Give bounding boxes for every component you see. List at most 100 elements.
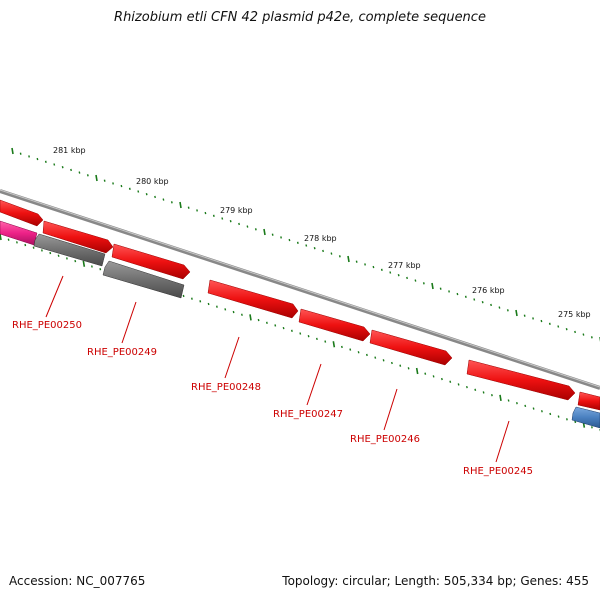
minor-tick — [574, 330, 576, 334]
minor-tick — [112, 182, 114, 185]
kbp-label: 281 kbp — [53, 146, 86, 155]
minor-tick — [322, 249, 324, 253]
minor-tick — [365, 353, 368, 357]
minor-tick — [465, 385, 468, 389]
minor-tick — [28, 155, 30, 158]
minor-tick — [397, 274, 400, 277]
minor-tick — [374, 356, 377, 359]
gene-arrow-rhe-pe00245[interactable] — [466, 359, 576, 401]
minor-tick — [7, 238, 10, 241]
minor-tick — [364, 263, 366, 266]
major-tick — [499, 394, 502, 401]
gene-leader-line — [383, 388, 398, 431]
gene-leader-line — [121, 301, 137, 344]
major-tick — [332, 341, 336, 348]
minor-tick — [557, 415, 560, 418]
minor-tick — [288, 238, 291, 242]
gene-arrow-forward[interactable] — [111, 243, 191, 280]
gene-arrow-forward[interactable] — [42, 220, 114, 254]
minor-tick — [490, 393, 493, 397]
accession-text: Accession: NC_007765 — [9, 574, 146, 588]
gene-leader-line — [45, 275, 64, 318]
minor-tick — [238, 222, 240, 226]
minor-tick — [290, 329, 293, 332]
gene-leader-line — [224, 336, 240, 379]
minor-tick — [24, 243, 27, 247]
minor-tick — [265, 321, 268, 324]
minor-tick — [257, 318, 260, 322]
minor-tick — [232, 310, 235, 314]
gene-arrow-rhe-pe00248[interactable] — [207, 279, 299, 319]
minor-tick — [464, 295, 467, 298]
minor-tick — [212, 214, 215, 217]
minor-tick — [448, 290, 450, 293]
gene-leader-line — [306, 363, 322, 406]
minor-tick — [32, 246, 35, 249]
major-tick — [95, 174, 98, 182]
minor-tick — [474, 388, 477, 391]
major-tick — [347, 255, 350, 263]
gene-label[interactable]: RHE_PE00249 — [87, 347, 157, 358]
minor-tick — [19, 152, 22, 155]
minor-tick — [340, 345, 343, 349]
minor-tick — [338, 255, 341, 258]
minor-tick — [53, 163, 56, 166]
minor-tick — [590, 336, 593, 339]
minor-tick — [204, 211, 207, 215]
gene-arrow-rhe-pe00250[interactable] — [0, 220, 38, 246]
minor-tick — [549, 412, 552, 416]
kbp-label: 277 kbp — [388, 261, 421, 270]
gene-label[interactable]: RHE_PE00247 — [273, 409, 343, 420]
minor-tick — [299, 332, 302, 335]
gene-arrow-forward[interactable] — [577, 391, 600, 411]
minor-tick — [424, 372, 427, 375]
gene-label[interactable]: RHE_PE00246 — [350, 434, 420, 445]
minor-tick — [548, 322, 551, 325]
minor-tick — [315, 337, 318, 341]
major-tick — [515, 309, 518, 317]
minor-tick — [372, 265, 375, 269]
minor-tick — [380, 268, 383, 271]
minor-tick — [324, 340, 327, 343]
gene-label[interactable]: RHE_PE00250 — [12, 320, 82, 331]
minor-tick — [229, 220, 232, 223]
minor-tick — [246, 225, 249, 228]
minor-tick — [103, 179, 106, 182]
minor-tick — [305, 244, 308, 247]
minor-tick — [36, 157, 39, 161]
gene-arrow-rhe-pe00247[interactable] — [298, 308, 371, 342]
gene-arrow-forward[interactable] — [0, 199, 44, 227]
minor-tick — [524, 404, 527, 408]
minor-tick — [449, 380, 452, 383]
minor-tick — [357, 351, 360, 354]
minor-tick — [507, 399, 510, 402]
minor-tick — [582, 333, 585, 336]
minor-tick — [154, 195, 156, 199]
minor-tick — [506, 309, 509, 312]
minor-tick — [439, 287, 442, 290]
minor-tick — [440, 377, 443, 381]
inner-ruler — [0, 233, 600, 432]
minor-tick — [44, 160, 47, 163]
minor-tick — [274, 324, 277, 327]
gene-arrow-rhe-pe00249[interactable] — [33, 233, 106, 267]
minor-tick — [40, 249, 43, 252]
major-tick — [179, 201, 182, 209]
minor-tick — [523, 314, 526, 317]
gene-label[interactable]: RHE_PE00248 — [191, 382, 261, 393]
minor-tick — [15, 241, 18, 244]
gene-arrow-rhe-pe00246[interactable] — [369, 329, 453, 366]
minor-tick — [282, 326, 285, 330]
gene-arrow-reverse[interactable] — [102, 260, 185, 299]
minor-tick — [399, 364, 402, 367]
gene-label[interactable]: RHE_PE00245 — [463, 466, 533, 477]
gene-arrow-reverse[interactable] — [571, 406, 600, 429]
plasmid-backbone-highlight — [0, 189, 600, 388]
minor-tick — [296, 241, 299, 244]
major-tick — [249, 314, 252, 321]
minor-tick — [224, 308, 227, 311]
kbp-label: 280 kbp — [136, 177, 169, 186]
minor-tick — [422, 282, 425, 285]
minor-tick — [382, 359, 385, 362]
